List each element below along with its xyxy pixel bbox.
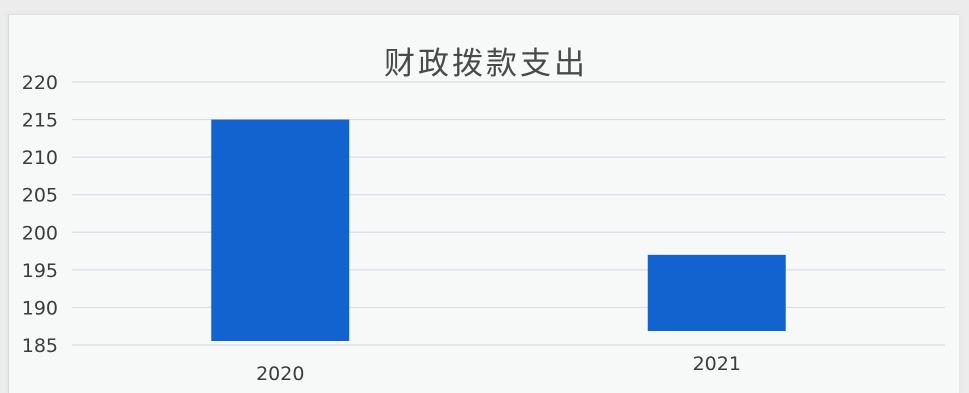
x-tick-label-2021: 2021: [693, 353, 741, 375]
y-tick-label-210: 210: [22, 147, 58, 169]
gridlines: [72, 81, 945, 346]
y-tick-label-215: 215: [22, 110, 58, 132]
y-tick-label-200: 200: [22, 222, 58, 244]
y-tick-label-195: 195: [22, 260, 58, 282]
bar-2021: [647, 254, 786, 331]
x-axis-ticks: 2020 2021: [256, 353, 741, 385]
y-tick-label-190: 190: [22, 297, 58, 319]
bar-2020: [211, 119, 350, 341]
y-axis-ticks: 220 215 210 205 200 195 190 185: [22, 72, 58, 357]
chart-paper: [8, 14, 959, 393]
y-tick-label-185: 185: [22, 335, 58, 357]
y-tick-label-205: 205: [22, 185, 58, 207]
bars: [211, 119, 786, 341]
x-tick-label-2020: 2020: [256, 363, 304, 385]
chart-title: 财政拨款支出: [384, 46, 588, 82]
y-tick-label-220: 220: [22, 72, 58, 94]
